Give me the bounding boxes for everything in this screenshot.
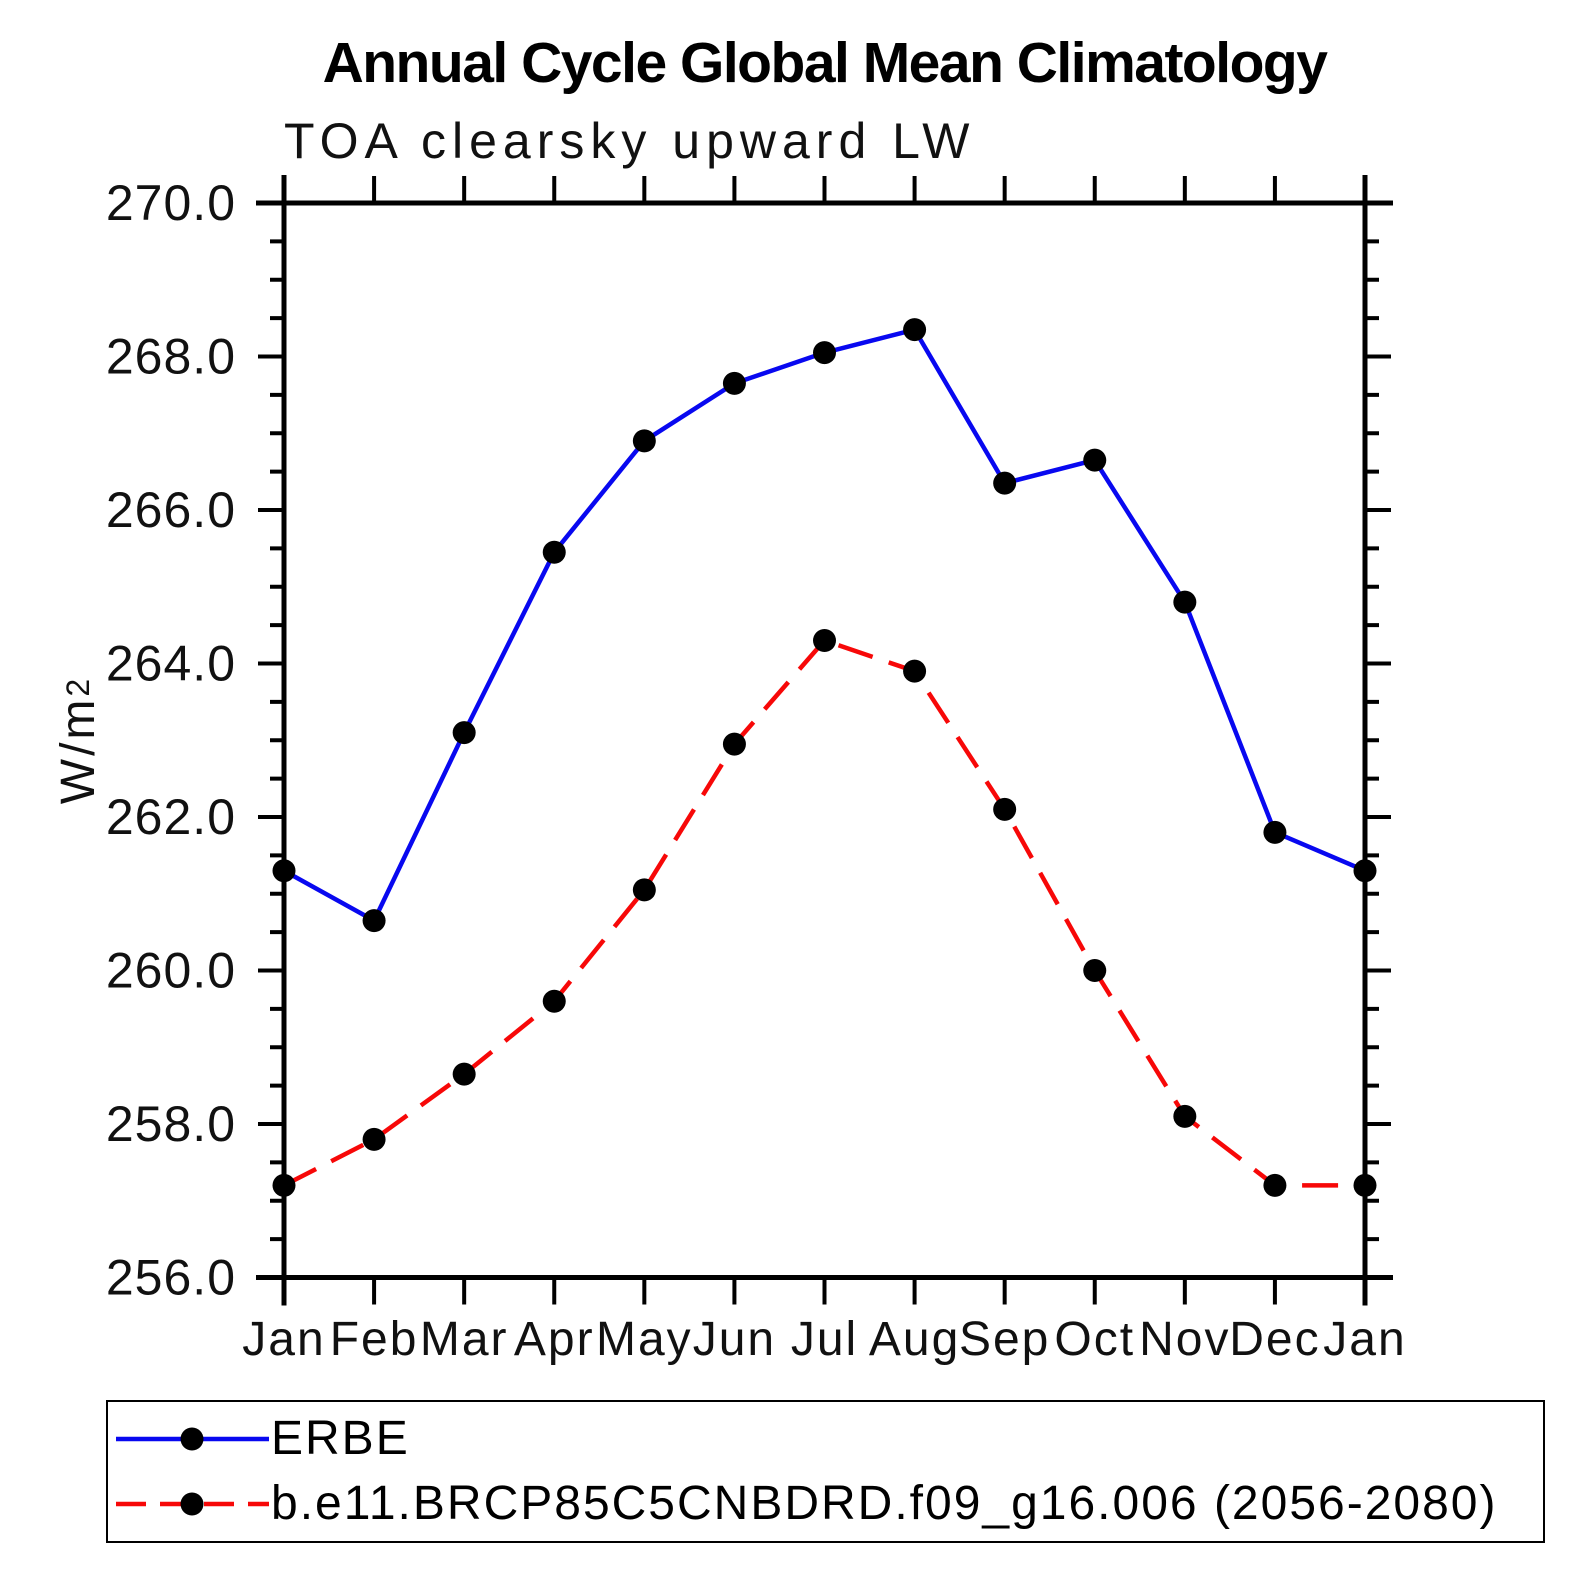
legend-sample-line-dashed xyxy=(116,1492,269,1516)
data-point-marker xyxy=(1263,820,1287,844)
series-line-0 xyxy=(282,327,1366,923)
legend-entry-model: b.e11.BRCP85C5CNBDRD.f09_g16.006 (2056-2… xyxy=(114,1479,1497,1529)
data-point-marker xyxy=(903,318,927,342)
chart-title: Annual Cycle Global Mean Climatology xyxy=(322,31,1328,95)
data-point-marker xyxy=(993,797,1017,821)
data-point-marker xyxy=(1353,859,1377,883)
series-line-1 xyxy=(282,638,1365,1188)
y-tick-label: 264.0 xyxy=(106,636,236,692)
x-tick-label: May xyxy=(596,1313,693,1366)
data-point-marker xyxy=(1353,1173,1377,1197)
data-point-marker xyxy=(993,471,1017,495)
data-point-marker xyxy=(272,1173,296,1197)
y-tick-label: 262.0 xyxy=(106,789,236,845)
legend-sample-line-solid xyxy=(116,1427,269,1451)
data-point-marker xyxy=(272,859,296,883)
x-tick-label: Jan xyxy=(242,1313,325,1366)
legend-label-model: b.e11.BRCP85C5CNBDRD.f09_g16.006 (2056-2… xyxy=(271,1477,1498,1530)
y-tick-label: 260.0 xyxy=(106,943,236,999)
x-tick-label: Feb xyxy=(330,1313,419,1366)
y-tick-label: 270.0 xyxy=(106,175,236,231)
y-tick-label: 258.0 xyxy=(106,1096,236,1152)
y-tick-label: 268.0 xyxy=(106,329,236,385)
data-point-marker xyxy=(813,341,836,365)
data-point-marker xyxy=(362,1127,386,1151)
x-tick-label: Nov xyxy=(1139,1313,1230,1366)
data-point-marker xyxy=(452,721,476,745)
data-point-marker xyxy=(632,429,656,453)
legend-entry-erbe: ERBE xyxy=(114,1414,410,1464)
x-tick-label: Oct xyxy=(1054,1313,1135,1366)
data-point-marker xyxy=(722,732,746,756)
data-point-marker xyxy=(903,659,927,683)
x-tick-label: Jan xyxy=(1323,1313,1406,1366)
data-point-marker xyxy=(813,628,836,652)
data-point-marker xyxy=(362,909,386,933)
x-tick-label: Aug xyxy=(869,1313,960,1366)
y-tick-label: 266.0 xyxy=(106,482,236,538)
x-tick-label: Jul xyxy=(791,1313,858,1366)
data-point-marker xyxy=(542,989,566,1013)
legend-label-erbe: ERBE xyxy=(271,1412,410,1465)
x-tick-label: Apr xyxy=(514,1313,595,1366)
data-point-marker xyxy=(1263,1173,1287,1197)
data-point-marker xyxy=(1173,590,1197,614)
data-point-marker xyxy=(1173,1104,1197,1128)
data-point-marker xyxy=(1083,959,1107,982)
data-point-marker xyxy=(632,878,656,902)
legend-marker-sample xyxy=(180,1427,204,1451)
x-tick-label: Dec xyxy=(1229,1313,1320,1366)
legend: ERBE b.e11.BRCP85C5CNBDRD.f09_g16.006 (2… xyxy=(106,1400,1545,1543)
data-point-marker xyxy=(452,1062,476,1086)
data-point-marker xyxy=(722,371,746,395)
x-tick-label: Jun xyxy=(693,1313,776,1366)
x-tick-label: Sep xyxy=(959,1313,1050,1366)
x-tick-label: Mar xyxy=(420,1313,509,1366)
data-point-marker xyxy=(1083,448,1107,472)
chart-subtitle: TOA clearsky upward LW xyxy=(284,113,976,169)
data-point-marker xyxy=(542,540,566,564)
legend-marker-sample xyxy=(180,1492,204,1516)
y-tick-label: 256.0 xyxy=(106,1250,236,1306)
